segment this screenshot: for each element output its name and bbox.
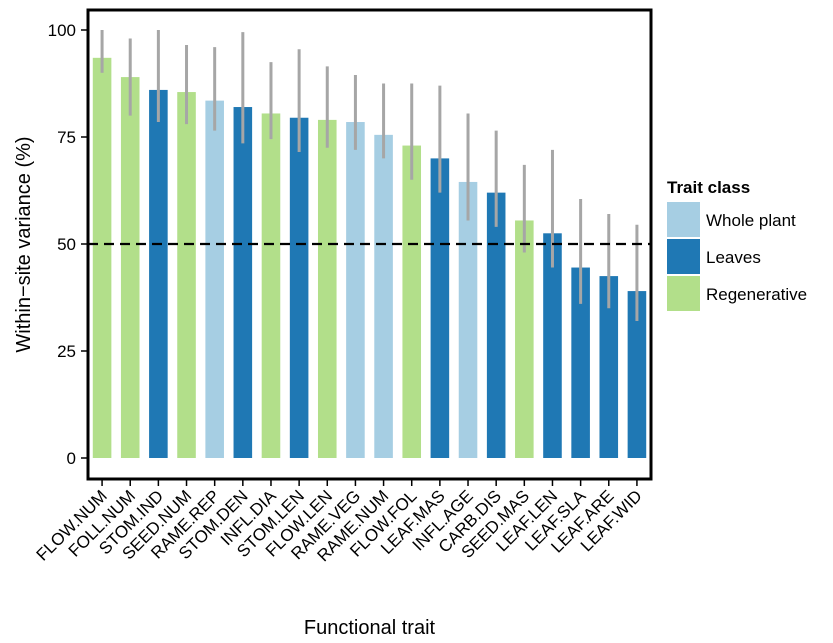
bar-leaf-len [543,233,562,458]
bar-infl-age [458,181,478,458]
bar-carb-dis [486,192,506,458]
y-tick-label: 75 [57,128,76,147]
bar-flow-fol [402,145,422,458]
bar-foll-num [120,77,140,458]
y-tick-label: 100 [48,21,76,40]
bar-seed-mas [515,220,534,458]
bar-stom-ind [149,89,168,459]
bar-rame-rep [205,100,224,459]
legend-key-regenerative [667,276,700,311]
legend-key-whole-plant [667,202,700,237]
bar-leaf-sla [571,267,590,458]
bar-rame-num [374,134,393,459]
legend-key-leaves [667,239,700,274]
bars-group [92,57,647,459]
y-tick-label: 25 [57,342,76,361]
bar-leaf-wid [627,291,647,458]
y-tick-label: 0 [67,449,76,468]
y-axis: 0 25 50 75 100 [48,21,88,468]
legend: Trait class Whole plant Leaves Regenerativ… [667,178,807,311]
y-axis-title: Within−site variance (%) [13,136,35,352]
bar-flow-len [317,119,337,458]
x-axis-title: Functional trait [304,617,436,639]
legend-label: Whole plant [706,211,796,230]
bar-leaf-mas [430,158,450,458]
x-axis: FLOW.NUMFOLL.NUMSTOM.INDSEED.NUMRAME.REP… [33,479,646,565]
legend-label: Leaves [706,248,761,267]
bar-rame-veg [346,122,365,459]
error-bars-group [100,30,639,322]
legend-title: Trait class [667,178,750,197]
bar-infl-dia [261,113,281,459]
bar-leaf-are [599,276,619,458]
legend-label: Regenerative [706,285,807,304]
bar-stom-len [289,117,309,459]
bar-stom-den [233,107,253,458]
bar-flow-num [92,57,112,458]
bar-seed-num [177,92,196,458]
y-tick-label: 50 [57,235,76,254]
